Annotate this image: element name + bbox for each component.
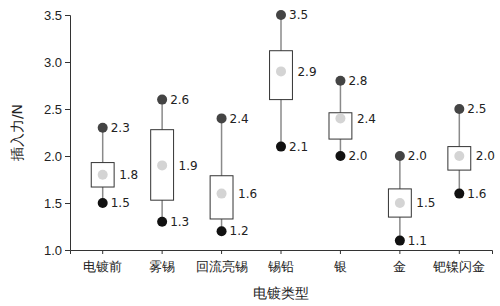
min-dot — [217, 226, 227, 236]
box — [388, 189, 411, 217]
x-tick: 回流亮锡 — [196, 250, 248, 274]
mean-label: 2.4 — [357, 112, 376, 126]
max-label: 2.6 — [170, 93, 189, 107]
mean-label: 2.9 — [297, 65, 316, 79]
y-tick-label: 3.0 — [44, 55, 62, 70]
x-tick-mark — [221, 250, 222, 254]
max-dot — [157, 95, 167, 105]
box — [151, 130, 174, 201]
min-dot — [276, 142, 286, 152]
box — [448, 147, 471, 171]
min-label: 1.1 — [408, 234, 427, 248]
min-dot — [98, 198, 108, 208]
x-tick-label: 金 — [393, 259, 406, 274]
x-axis: 电镀前 雾锡 回流亮锡 锡铅 银 金 钯镍闪金 — [71, 250, 493, 274]
x-tick-mark — [281, 250, 282, 254]
max-label: 3.5 — [289, 8, 308, 22]
max-dot — [98, 123, 108, 133]
min-label: 1.3 — [170, 215, 189, 229]
mean-dot — [276, 66, 286, 76]
max-dot — [335, 76, 345, 86]
marks — [91, 10, 471, 246]
y-tick: 2.5 — [44, 102, 70, 117]
x-tick-mark — [162, 250, 163, 254]
y-tick: 1.5 — [44, 196, 70, 211]
x-tick-label: 雾锡 — [149, 259, 175, 274]
mean-label: 1.6 — [238, 187, 257, 201]
y-axis: 1.0 1.5 2.0 2.5 3.0 3.5 — [44, 8, 71, 258]
y-axis-title: 插入力/N — [9, 104, 25, 161]
min-dot — [335, 151, 345, 161]
max-label: 2.5 — [467, 102, 486, 116]
y-tick-label: 2.5 — [44, 102, 62, 117]
x-tick: 电镀前 — [83, 250, 122, 274]
y-tick-mark — [65, 203, 70, 204]
max-label: 2.0 — [408, 149, 427, 163]
max-label: 2.8 — [348, 74, 367, 88]
mean-dot — [454, 151, 464, 161]
mean-dot — [335, 113, 345, 123]
x-tick: 金 — [393, 250, 406, 274]
mean-label: 1.8 — [119, 168, 138, 182]
max-dot — [395, 151, 405, 161]
min-label: 2.1 — [289, 140, 308, 154]
box — [91, 163, 114, 187]
mean-label: 1.5 — [416, 196, 435, 210]
x-tick-label: 银 — [333, 259, 347, 274]
y-tick: 1.0 — [44, 243, 70, 258]
y-tick-mark — [65, 15, 70, 16]
box — [270, 51, 293, 100]
plot: 1.0 1.5 2.0 2.5 3.0 3.5 电镀前 雾锡 回流亮锡 锡铅 银 金 钯镍闪金 2.3 1.… — [44, 8, 495, 275]
max-label: 2.3 — [111, 121, 130, 135]
x-tick-label: 锡铅 — [267, 259, 294, 274]
box — [210, 176, 233, 219]
mean-dot — [98, 170, 108, 180]
min-dot — [157, 217, 167, 227]
max-dot — [276, 10, 286, 20]
mean-label: 1.9 — [179, 159, 198, 173]
x-tick: 雾锡 — [149, 250, 175, 274]
x-tick: 锡铅 — [267, 250, 294, 274]
x-axis-title: 电镀类型 — [253, 285, 309, 301]
mean-label: 2.0 — [476, 149, 495, 163]
y-tick-mark — [65, 250, 70, 251]
y-tick-label: 2.0 — [44, 149, 62, 164]
x-tick: 钯镍闪金 — [432, 250, 485, 274]
max-label: 2.4 — [230, 112, 249, 126]
y-tick: 2.0 — [44, 149, 70, 164]
chart: 1.0 1.5 2.0 2.5 3.0 3.5 电镀前 雾锡 回流亮锡 锡铅 银 金 钯镍闪金 2.3 1.… — [0, 0, 500, 306]
x-tick: 银 — [333, 250, 347, 274]
min-label: 1.6 — [467, 187, 486, 201]
min-label: 1.5 — [111, 196, 130, 210]
y-tick-mark — [65, 109, 70, 110]
y-tick-mark — [65, 62, 70, 63]
mean-dot — [217, 189, 227, 199]
x-tick-mark — [102, 250, 103, 254]
y-axis-line — [65, 16, 71, 251]
y-tick-mark — [65, 156, 70, 157]
box — [329, 113, 352, 139]
max-dot — [217, 113, 227, 123]
max-dot — [454, 104, 464, 114]
x-tick-mark — [399, 250, 400, 254]
x-tick-label: 回流亮锡 — [196, 259, 248, 274]
data-labels: 2.3 1.8 1.5 2.6 1.9 1.3 2.4 1.6 1.2 3.5 2.9 2.1 2.8 2… — [111, 8, 495, 248]
mean-dot — [157, 160, 167, 170]
x-tick-label: 电镀前 — [83, 259, 122, 274]
x-axis-line — [71, 251, 493, 255]
y-tick-label: 1.5 — [44, 196, 62, 211]
x-tick-mark — [340, 250, 341, 254]
y-tick: 3.0 — [44, 55, 70, 70]
y-tick-label: 1.0 — [44, 243, 62, 258]
min-label: 2.0 — [348, 149, 367, 163]
min-dot — [454, 189, 464, 199]
y-tick-label: 3.5 — [44, 8, 62, 23]
x-tick-mark — [459, 250, 460, 254]
mean-dot — [395, 198, 405, 208]
y-tick: 3.5 — [44, 8, 70, 23]
x-tick-label: 钯镍闪金 — [432, 259, 485, 274]
min-dot — [395, 236, 405, 246]
min-label: 1.2 — [230, 224, 249, 238]
